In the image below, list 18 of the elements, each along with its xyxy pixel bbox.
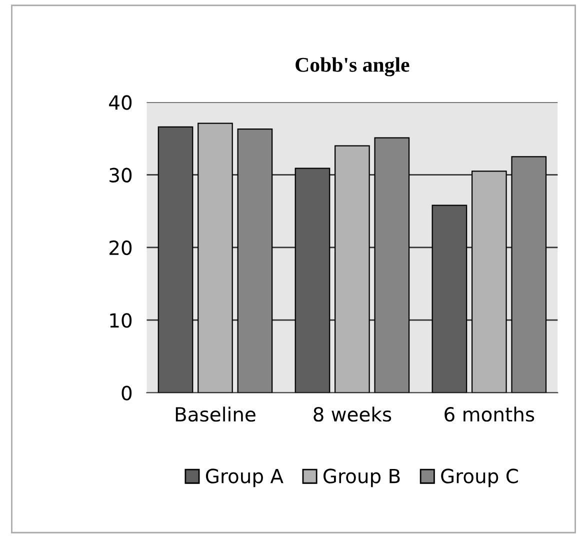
y-tick-label: 10	[110, 313, 132, 328]
x-tick-label: 8 weeks	[314, 406, 392, 422]
chart-title: Cobb's angle	[296, 57, 410, 76]
x-tick-label: Baseline	[176, 406, 256, 422]
legend-label: Group A	[206, 468, 284, 488]
y-tick-label: 20	[110, 240, 132, 256]
y-tick-label: 30	[110, 168, 132, 183]
y-tick-label: 0	[122, 386, 132, 400]
legend-label: Group C	[441, 468, 518, 488]
bar	[471, 170, 507, 393]
legend-label: Group B	[324, 468, 400, 488]
y-tick-label: 40	[109, 95, 132, 110]
bar	[237, 128, 273, 393]
bar	[511, 156, 547, 393]
bar	[198, 122, 233, 393]
x-tick-label: 6 months	[444, 406, 534, 422]
bar	[334, 145, 370, 393]
bar	[374, 137, 410, 393]
